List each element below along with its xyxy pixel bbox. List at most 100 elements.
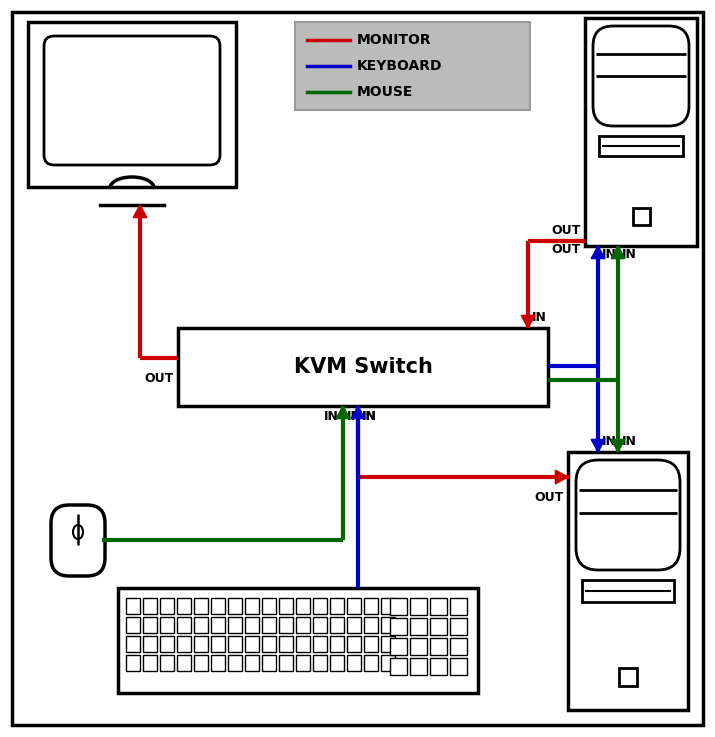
Bar (347, 655, 361, 671)
Text: OUT: OUT (535, 491, 564, 504)
Bar (313, 598, 327, 614)
Bar (143, 636, 157, 652)
Bar (211, 655, 225, 671)
Bar (126, 617, 140, 633)
Text: IN: IN (622, 435, 637, 448)
Bar (390, 598, 407, 615)
Polygon shape (556, 470, 568, 483)
Bar (143, 598, 157, 614)
Bar (194, 655, 208, 671)
Bar (313, 636, 327, 652)
Bar (568, 452, 688, 710)
Bar (381, 655, 395, 671)
Text: IN: IN (362, 410, 377, 423)
Bar (330, 655, 344, 671)
Bar (178, 328, 548, 406)
Bar (296, 655, 310, 671)
Bar (296, 598, 310, 614)
Polygon shape (133, 205, 147, 217)
Text: IN: IN (347, 410, 362, 423)
Text: IN: IN (602, 248, 617, 261)
Bar (330, 617, 344, 633)
Polygon shape (521, 315, 535, 328)
Bar (245, 617, 259, 633)
Bar (177, 598, 191, 614)
FancyBboxPatch shape (51, 505, 105, 576)
Bar (194, 617, 208, 633)
Bar (143, 617, 157, 633)
Text: KEYBOARD: KEYBOARD (357, 59, 443, 73)
Bar (245, 598, 259, 614)
Bar (313, 617, 327, 633)
Bar (381, 636, 395, 652)
Bar (585, 18, 697, 246)
Polygon shape (611, 439, 625, 452)
Bar (177, 636, 191, 652)
Bar (450, 658, 467, 675)
Bar (347, 617, 361, 633)
Bar (410, 618, 427, 635)
Bar (262, 655, 276, 671)
Bar (390, 618, 407, 635)
Bar (262, 617, 276, 633)
Text: MONITOR: MONITOR (357, 33, 432, 47)
Bar (364, 617, 378, 633)
Bar (211, 598, 225, 614)
Bar (313, 655, 327, 671)
Bar (228, 636, 242, 652)
Bar (390, 638, 407, 655)
Bar (160, 617, 174, 633)
Bar (450, 618, 467, 635)
Bar (126, 598, 140, 614)
Text: OUT: OUT (552, 243, 581, 256)
Bar (262, 598, 276, 614)
Text: IN: IN (362, 410, 377, 423)
Bar (279, 655, 293, 671)
Text: KVM Switch: KVM Switch (294, 357, 433, 377)
Bar (430, 618, 447, 635)
Bar (279, 636, 293, 652)
Bar (347, 598, 361, 614)
Bar (364, 636, 378, 652)
Bar (177, 655, 191, 671)
Bar (160, 598, 174, 614)
Bar (364, 598, 378, 614)
Text: IN: IN (602, 435, 617, 448)
Bar (296, 617, 310, 633)
Bar (126, 636, 140, 652)
Bar (430, 638, 447, 655)
Bar (28, 22, 236, 187)
Bar (245, 655, 259, 671)
Bar (410, 598, 427, 615)
Ellipse shape (73, 525, 83, 539)
Bar (211, 617, 225, 633)
Text: IN: IN (532, 311, 547, 324)
Bar (410, 658, 427, 675)
Bar (410, 638, 427, 655)
Bar (228, 598, 242, 614)
Bar (118, 588, 478, 693)
Bar (279, 617, 293, 633)
Polygon shape (611, 246, 625, 259)
Bar (450, 638, 467, 655)
Polygon shape (351, 406, 365, 419)
Bar (619, 668, 637, 686)
Text: OUT: OUT (552, 224, 581, 237)
Bar (381, 598, 395, 614)
Bar (177, 617, 191, 633)
Text: OUT: OUT (144, 372, 174, 385)
Bar (330, 598, 344, 614)
Bar (582, 580, 674, 602)
Bar (330, 636, 344, 652)
Polygon shape (336, 406, 350, 419)
FancyBboxPatch shape (593, 26, 689, 126)
Bar (364, 655, 378, 671)
Bar (347, 636, 361, 652)
Bar (430, 598, 447, 615)
Bar (245, 636, 259, 652)
Bar (194, 636, 208, 652)
Text: IN: IN (622, 248, 637, 261)
Bar (160, 655, 174, 671)
Bar (599, 136, 683, 156)
Bar (143, 655, 157, 671)
